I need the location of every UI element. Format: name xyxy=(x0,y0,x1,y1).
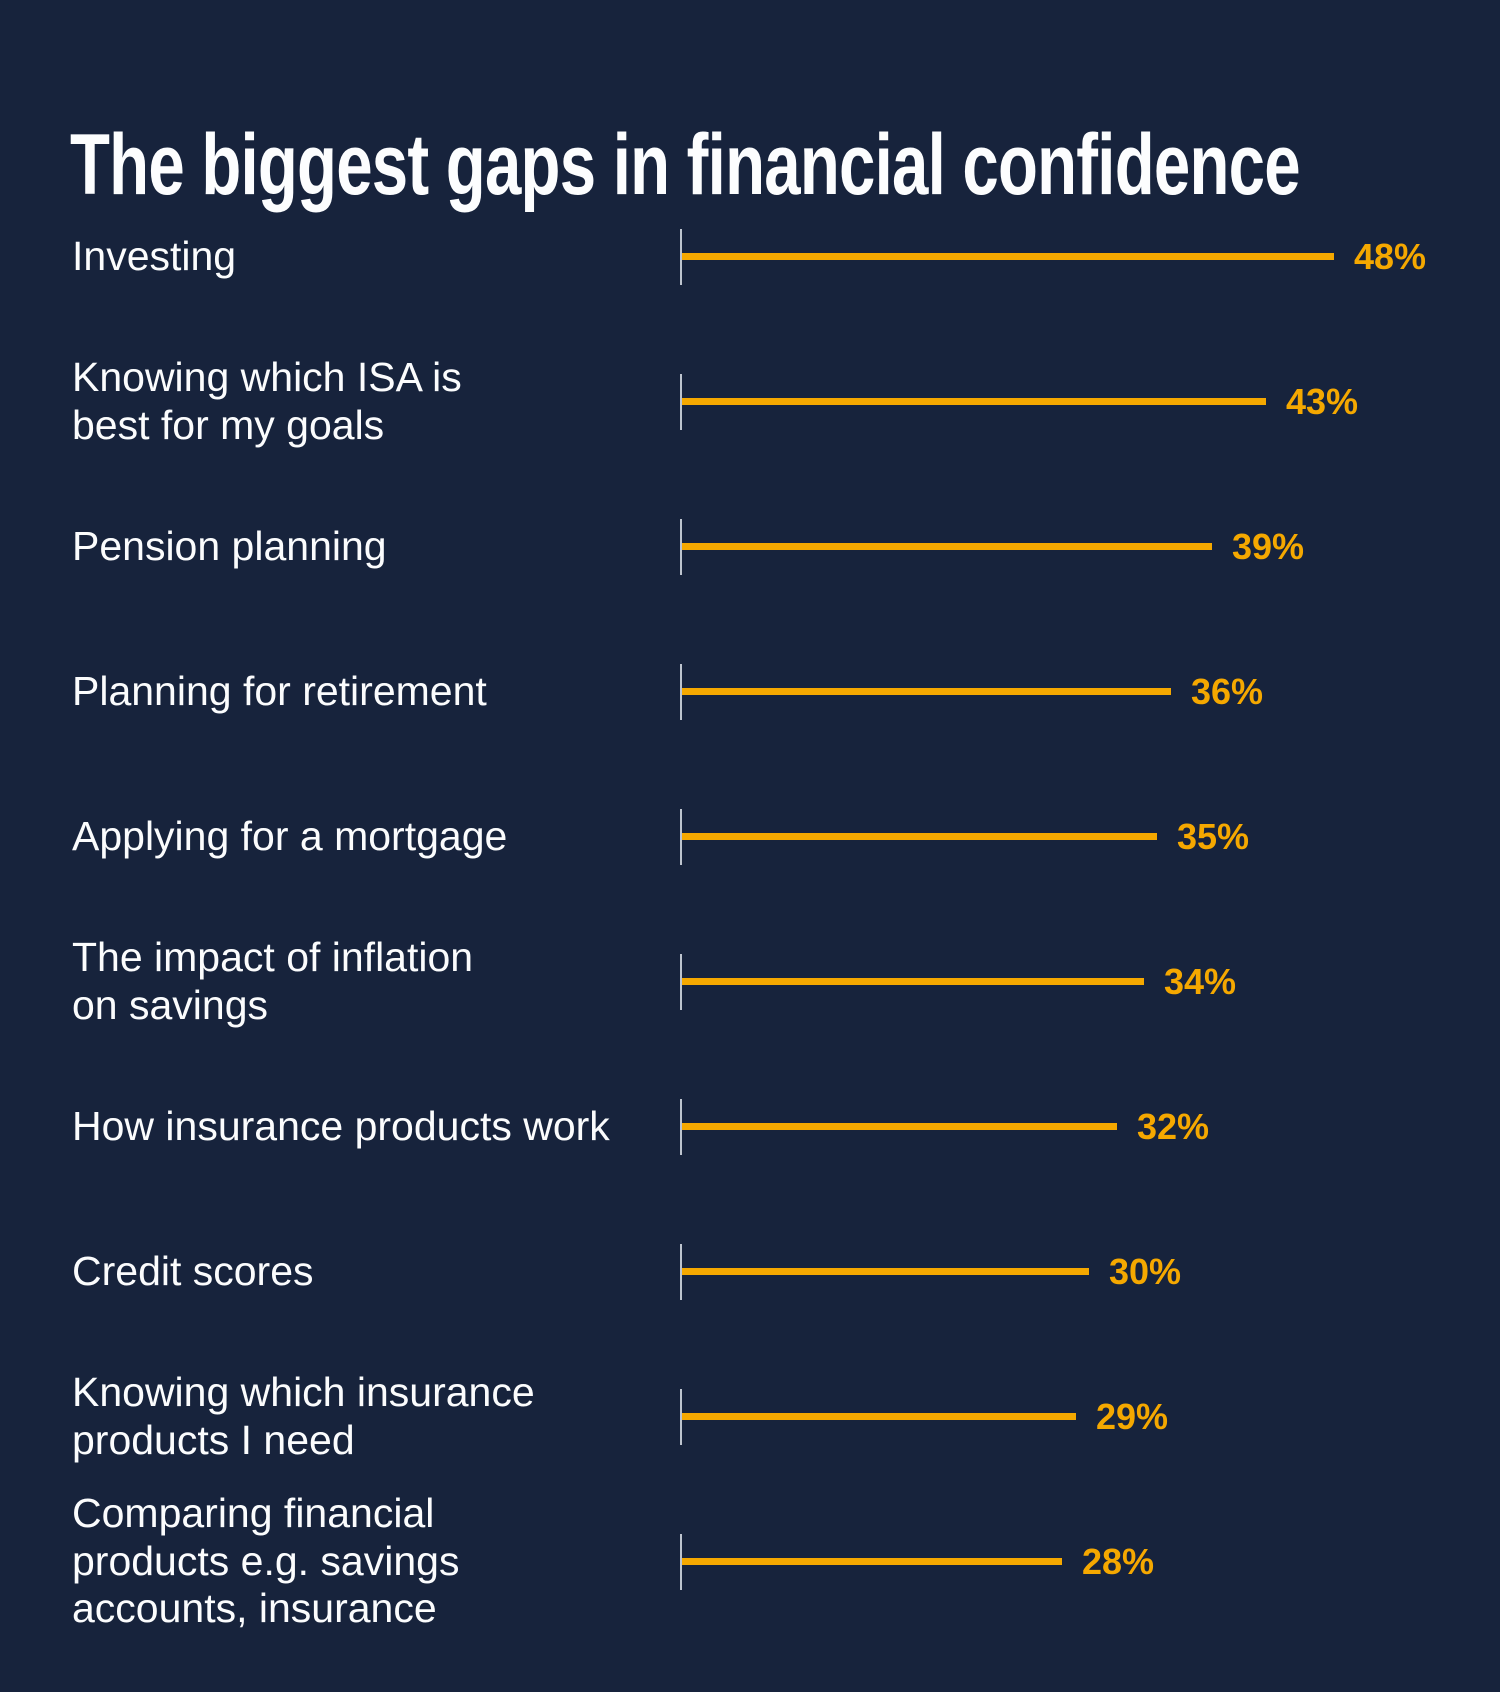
category-label: Credit scores xyxy=(0,1248,680,1296)
bar xyxy=(682,543,1212,550)
value-label: 43% xyxy=(1286,380,1359,422)
axis-tick xyxy=(680,1533,682,1590)
axis-tick xyxy=(680,228,682,285)
bar xyxy=(682,398,1266,405)
axis-tick xyxy=(680,373,682,430)
value-label: 48% xyxy=(1354,235,1427,277)
axis-tick xyxy=(680,808,682,865)
chart-row: Planning for retirement 36% xyxy=(0,619,1500,764)
category-label-line: Planning for retirement xyxy=(72,667,487,714)
category-label-line: Knowing which ISA is xyxy=(72,353,462,400)
bar-track: 32% xyxy=(680,1098,1500,1155)
value-label: 30% xyxy=(1109,1250,1182,1292)
category-label: Planning for retirement xyxy=(0,668,680,716)
chart-row: Pension planning 39% xyxy=(0,474,1500,619)
category-label-line: Credit scores xyxy=(72,1247,314,1294)
value-label: 32% xyxy=(1137,1105,1210,1147)
chart-row: Applying for a mortgage 35% xyxy=(0,764,1500,909)
axis-tick xyxy=(680,663,682,720)
bar xyxy=(682,1413,1076,1420)
chart-row: The impact of inflation on savings 34% xyxy=(0,909,1500,1054)
category-label: Knowing which insurance products I need xyxy=(0,1369,680,1464)
value-label: 35% xyxy=(1177,815,1250,857)
axis-tick xyxy=(680,518,682,575)
category-label-line: How insurance products work xyxy=(72,1102,610,1149)
category-label-line: on savings xyxy=(72,981,269,1028)
category-label-line: best for my goals xyxy=(72,401,385,448)
value-label: 28% xyxy=(1082,1540,1155,1582)
bar-track: 28% xyxy=(680,1533,1500,1590)
chart-row: Comparing financial products e.g. saving… xyxy=(0,1489,1500,1634)
category-label: The impact of inflation on savings xyxy=(0,934,680,1029)
bar-track: 29% xyxy=(680,1388,1500,1445)
category-label: Investing xyxy=(0,233,680,281)
bar xyxy=(682,1123,1117,1130)
category-label-line: Knowing which insurance xyxy=(72,1368,535,1415)
category-label-line: The impact of inflation xyxy=(72,933,474,980)
category-label-line: accounts, insurance xyxy=(72,1585,437,1632)
category-label-line: Applying for a mortgage xyxy=(72,812,508,859)
bar-chart: Investing 48% Knowing which ISA is best … xyxy=(0,184,1500,1634)
category-label-line: products I need xyxy=(72,1416,355,1463)
chart-row: Credit scores 30% xyxy=(0,1199,1500,1344)
value-label: 34% xyxy=(1164,960,1237,1002)
category-label: Pension planning xyxy=(0,523,680,571)
bar-track: 30% xyxy=(680,1243,1500,1300)
bar xyxy=(682,978,1144,985)
chart-row: Investing 48% xyxy=(0,184,1500,329)
chart-row: Knowing which insurance products I need … xyxy=(0,1344,1500,1489)
bar-track: 35% xyxy=(680,808,1500,865)
bar xyxy=(682,1558,1062,1565)
bar xyxy=(682,688,1171,695)
bar xyxy=(682,253,1334,260)
chart-row: Knowing which ISA is best for my goals 4… xyxy=(0,329,1500,474)
category-label-line: products e.g. savings xyxy=(72,1537,460,1584)
axis-tick xyxy=(680,1243,682,1300)
chart-title: The biggest gaps in financial confidence xyxy=(70,116,1301,213)
bar-track: 48% xyxy=(680,228,1500,285)
bar xyxy=(682,833,1157,840)
category-label: How insurance products work xyxy=(0,1103,680,1151)
bar-track: 43% xyxy=(680,373,1500,430)
chart-row: How insurance products work 32% xyxy=(0,1054,1500,1199)
category-label-line: Pension planning xyxy=(72,522,387,569)
axis-tick xyxy=(680,1098,682,1155)
category-label-line: Investing xyxy=(72,232,237,279)
category-label: Comparing financial products e.g. saving… xyxy=(0,1490,680,1633)
axis-tick xyxy=(680,1388,682,1445)
bar xyxy=(682,1268,1089,1275)
bar-track: 39% xyxy=(680,518,1500,575)
bar-track: 34% xyxy=(680,953,1500,1010)
bar-track: 36% xyxy=(680,663,1500,720)
axis-tick xyxy=(680,953,682,1010)
value-label: 39% xyxy=(1232,525,1305,567)
value-label: 29% xyxy=(1096,1395,1169,1437)
value-label: 36% xyxy=(1191,670,1264,712)
category-label: Knowing which ISA is best for my goals xyxy=(0,354,680,449)
category-label-line: Comparing financial xyxy=(72,1490,435,1537)
category-label: Applying for a mortgage xyxy=(0,813,680,861)
